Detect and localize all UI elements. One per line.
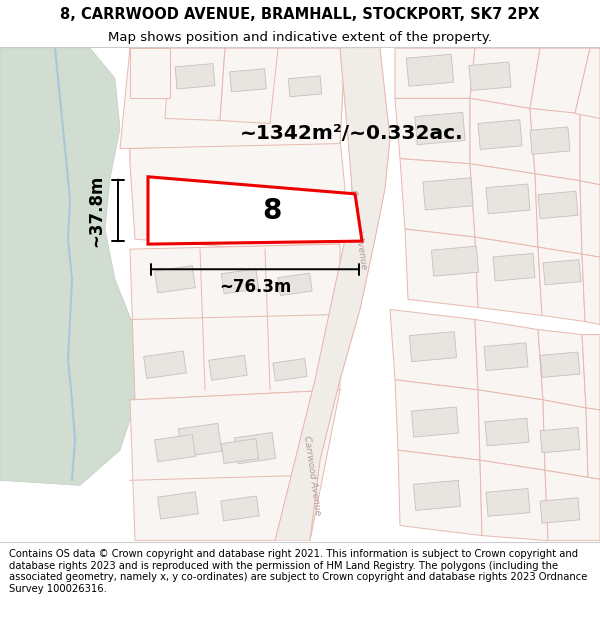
Polygon shape	[582, 254, 600, 324]
Polygon shape	[586, 408, 600, 479]
Polygon shape	[130, 48, 210, 164]
Polygon shape	[582, 334, 600, 410]
Polygon shape	[543, 400, 588, 478]
Polygon shape	[412, 407, 458, 437]
Polygon shape	[469, 62, 511, 91]
Polygon shape	[545, 470, 600, 541]
Text: ~1342m²/~0.332ac.: ~1342m²/~0.332ac.	[240, 124, 464, 143]
Polygon shape	[580, 181, 600, 257]
Text: 8, CARRWOOD AVENUE, BRAMHALL, STOCKPORT, SK7 2PX: 8, CARRWOOD AVENUE, BRAMHALL, STOCKPORT,…	[60, 7, 540, 22]
Polygon shape	[480, 460, 548, 541]
Text: Contains OS data © Crown copyright and database right 2021. This information is : Contains OS data © Crown copyright and d…	[9, 549, 587, 594]
Text: ~76.3m: ~76.3m	[219, 278, 291, 296]
Polygon shape	[221, 269, 259, 294]
Polygon shape	[230, 69, 266, 92]
Polygon shape	[120, 48, 345, 149]
Polygon shape	[273, 359, 307, 381]
Polygon shape	[158, 492, 199, 519]
Polygon shape	[130, 48, 170, 98]
Polygon shape	[415, 112, 465, 144]
Polygon shape	[406, 54, 454, 86]
Polygon shape	[470, 98, 535, 174]
Polygon shape	[130, 244, 340, 400]
Polygon shape	[395, 48, 475, 98]
Text: Carrwood Avenue: Carrwood Avenue	[302, 435, 322, 516]
Polygon shape	[278, 273, 312, 296]
Polygon shape	[220, 48, 278, 124]
Polygon shape	[575, 48, 600, 119]
Polygon shape	[143, 351, 187, 379]
Polygon shape	[540, 498, 580, 523]
Text: ~37.8m: ~37.8m	[87, 174, 105, 247]
Polygon shape	[288, 76, 322, 97]
Polygon shape	[538, 247, 585, 321]
Text: Map shows position and indicative extent of the property.: Map shows position and indicative extent…	[108, 31, 492, 44]
Polygon shape	[475, 237, 542, 316]
Polygon shape	[175, 64, 215, 89]
Polygon shape	[540, 428, 580, 452]
Polygon shape	[543, 259, 581, 285]
Polygon shape	[130, 139, 345, 247]
Polygon shape	[486, 489, 530, 516]
Polygon shape	[535, 174, 582, 254]
Polygon shape	[530, 108, 580, 181]
Polygon shape	[580, 114, 600, 185]
Polygon shape	[221, 439, 259, 464]
Polygon shape	[470, 164, 538, 247]
Polygon shape	[530, 48, 590, 114]
Polygon shape	[423, 177, 473, 210]
Polygon shape	[431, 246, 479, 276]
Polygon shape	[178, 423, 222, 457]
Polygon shape	[275, 48, 390, 541]
Polygon shape	[165, 48, 225, 121]
Polygon shape	[478, 390, 545, 470]
Polygon shape	[155, 434, 196, 462]
Polygon shape	[484, 343, 528, 371]
Polygon shape	[486, 184, 530, 214]
Polygon shape	[209, 355, 247, 380]
Polygon shape	[538, 329, 586, 408]
Polygon shape	[130, 48, 345, 159]
Polygon shape	[0, 48, 140, 486]
Polygon shape	[538, 191, 578, 219]
Polygon shape	[409, 332, 457, 362]
Polygon shape	[400, 159, 475, 237]
Polygon shape	[148, 177, 362, 244]
Polygon shape	[390, 309, 478, 390]
Polygon shape	[395, 98, 470, 164]
Polygon shape	[413, 481, 461, 511]
Text: 8: 8	[262, 197, 281, 225]
Polygon shape	[130, 390, 340, 541]
Polygon shape	[540, 352, 580, 377]
Polygon shape	[405, 229, 478, 308]
Text: Carrwood Avenue: Carrwood Avenue	[348, 189, 368, 269]
Polygon shape	[485, 418, 529, 446]
Polygon shape	[398, 450, 482, 536]
Polygon shape	[235, 432, 275, 464]
Polygon shape	[395, 380, 480, 460]
Polygon shape	[530, 127, 570, 154]
Polygon shape	[493, 254, 535, 281]
Polygon shape	[478, 120, 522, 149]
Polygon shape	[130, 159, 220, 234]
Polygon shape	[475, 319, 543, 400]
Polygon shape	[470, 48, 540, 108]
Polygon shape	[155, 266, 196, 293]
Polygon shape	[221, 496, 259, 521]
